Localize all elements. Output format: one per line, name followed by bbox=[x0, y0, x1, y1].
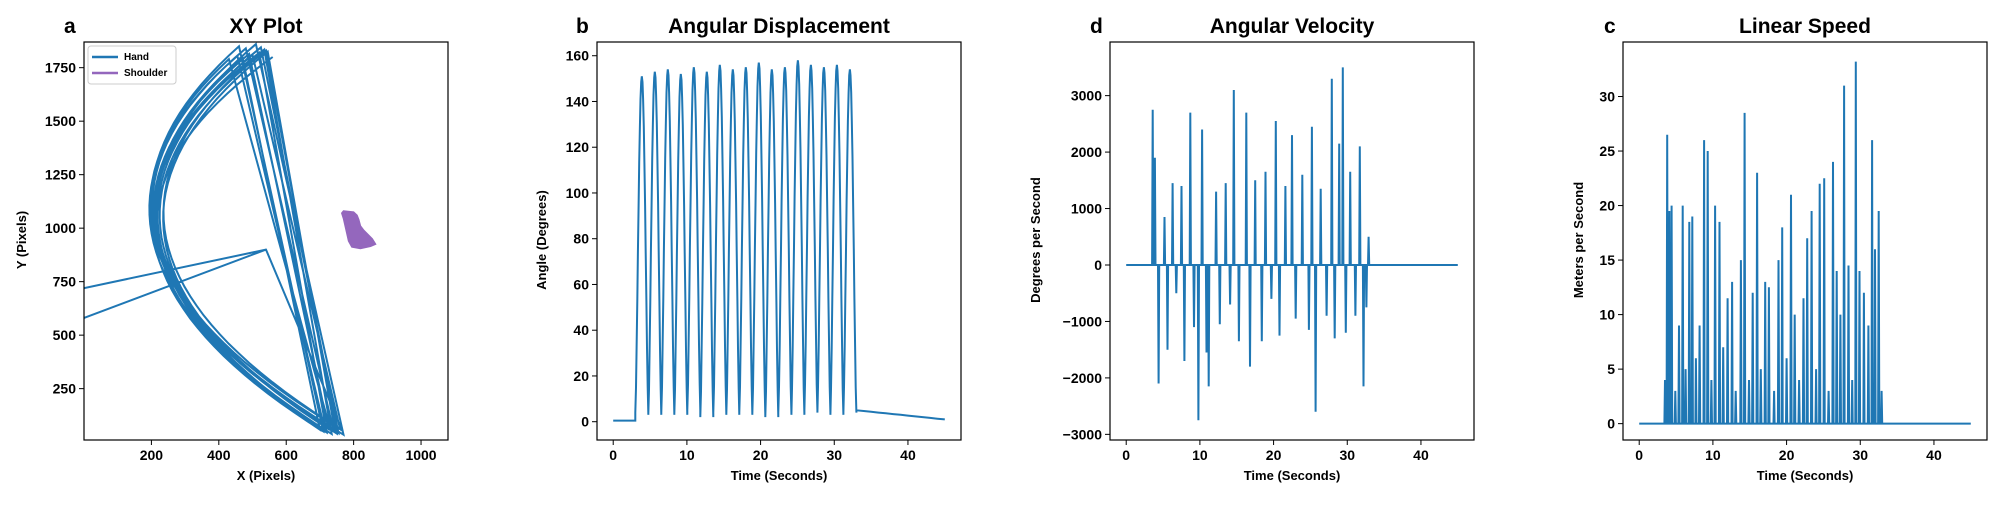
panel-letter: a bbox=[64, 15, 76, 38]
legend-box bbox=[87, 45, 177, 85]
y-tick-label: 0 bbox=[1607, 416, 1615, 432]
axes-frame bbox=[83, 41, 449, 441]
x-tick-label: 30 bbox=[1339, 447, 1355, 463]
panel-letter: d bbox=[1090, 15, 1103, 38]
legend: Hand Shoulder bbox=[87, 45, 177, 85]
y-tick-label: 0 bbox=[1094, 257, 1102, 273]
y-tick-label: 1250 bbox=[45, 167, 76, 183]
y-tick-label: 20 bbox=[573, 368, 589, 384]
y-tick-label: 0 bbox=[581, 414, 589, 430]
panel-xy-plot: a XY Plot X (Pixels) Y (Pixels) 200 400 60… bbox=[14, 15, 449, 483]
y-tick-label: 2000 bbox=[1071, 144, 1102, 160]
x-tick-label: 0 bbox=[609, 447, 617, 463]
y-tick-label: 40 bbox=[573, 322, 589, 338]
x-tick-label: 200 bbox=[140, 447, 164, 463]
x-tick-label: 30 bbox=[826, 447, 842, 463]
panel-letter: c bbox=[1604, 15, 1616, 38]
x-tick-label: 40 bbox=[1926, 447, 1942, 463]
y-tick-label: 1500 bbox=[45, 113, 76, 129]
y-tick-label: −1000 bbox=[1063, 313, 1103, 329]
y-tick-label: −2000 bbox=[1063, 370, 1103, 386]
y-tick-label: 30 bbox=[1599, 89, 1615, 105]
y-tick-label: 25 bbox=[1599, 143, 1615, 159]
y-tick-label: 10 bbox=[1599, 307, 1615, 323]
y-tick-label: −3000 bbox=[1063, 426, 1103, 442]
y-tick-label: 1000 bbox=[1071, 201, 1102, 217]
plot-area: 0 10 20 30 40 0 5 10 15 20 25 30 bbox=[1599, 41, 1988, 463]
x-tick-label: 1000 bbox=[405, 447, 436, 463]
plot-area: 0 10 20 30 40 0 20 40 60 80 100 120 140 160 bbox=[566, 41, 962, 463]
y-tick-label: 1750 bbox=[45, 60, 76, 76]
y-tick-label: 15 bbox=[1599, 252, 1615, 268]
panel-linear-speed: c Linear Speed Time (Seconds) Meters per… bbox=[1571, 15, 1988, 483]
y-tick-label: 120 bbox=[566, 139, 590, 155]
y-tick-label: 5 bbox=[1607, 361, 1615, 377]
x-tick-label: 40 bbox=[900, 447, 916, 463]
y-axis-label: Angle (Degrees) bbox=[534, 190, 549, 290]
plot-area: 0 10 20 30 40 −3000 −2000 −1000 0 1000 2000 3000 bbox=[1063, 41, 1475, 463]
chart-title: Linear Speed bbox=[1739, 15, 1871, 38]
x-axis-label: X (Pixels) bbox=[237, 468, 296, 483]
axes-frame bbox=[1622, 41, 1988, 441]
x-tick-label: 10 bbox=[679, 447, 695, 463]
y-tick-label: 160 bbox=[566, 48, 590, 64]
chart-title: Angular Displacement bbox=[668, 15, 890, 38]
panel-letter: b bbox=[576, 15, 589, 38]
x-tick-label: 20 bbox=[753, 447, 769, 463]
y-axis-label: Meters per Second bbox=[1571, 182, 1586, 298]
plot-area: 200 400 600 800 1000 250 500 750 1000 1250 1500 175… bbox=[45, 41, 449, 463]
x-tick-label: 0 bbox=[1122, 447, 1130, 463]
y-tick-label: 140 bbox=[566, 93, 590, 109]
x-tick-label: 40 bbox=[1413, 447, 1429, 463]
x-tick-label: 600 bbox=[275, 447, 299, 463]
y-tick-label: 80 bbox=[573, 231, 589, 247]
x-tick-label: 400 bbox=[207, 447, 231, 463]
series-hand-line bbox=[84, 42, 345, 437]
series-angle-line bbox=[613, 60, 945, 422]
panel-angular-velocity: d Angular Velocity Time (Seconds) Degree… bbox=[1028, 15, 1475, 483]
y-tick-label: 3000 bbox=[1071, 88, 1102, 104]
y-tick-label: 750 bbox=[53, 274, 77, 290]
y-tick-label: 1000 bbox=[45, 220, 76, 236]
y-axis-label: Degrees per Second bbox=[1028, 177, 1043, 303]
series-signal-line bbox=[1126, 67, 1458, 421]
x-axis-label: Time (Seconds) bbox=[1244, 468, 1341, 483]
legend-entry-shoulder: Shoulder bbox=[124, 68, 167, 79]
panel-angular-displacement: b Angular Displacement Time (Seconds) An… bbox=[534, 15, 962, 483]
x-tick-label: 20 bbox=[1779, 447, 1795, 463]
axes-frame bbox=[596, 41, 962, 441]
y-tick-label: 20 bbox=[1599, 198, 1615, 214]
x-tick-label: 800 bbox=[342, 447, 366, 463]
x-tick-label: 30 bbox=[1852, 447, 1868, 463]
x-tick-label: 10 bbox=[1192, 447, 1208, 463]
x-axis-label: Time (Seconds) bbox=[731, 468, 828, 483]
y-tick-label: 250 bbox=[53, 381, 77, 397]
series-signal-line bbox=[1639, 61, 1971, 425]
y-tick-label: 100 bbox=[566, 185, 590, 201]
axes-frame bbox=[1109, 41, 1475, 441]
y-axis-label: Y (Pixels) bbox=[14, 211, 29, 269]
x-tick-label: 10 bbox=[1705, 447, 1721, 463]
chart-title: Angular Velocity bbox=[1210, 15, 1375, 38]
y-tick-label: 60 bbox=[573, 276, 589, 292]
x-tick-label: 20 bbox=[1266, 447, 1282, 463]
chart-title: XY Plot bbox=[229, 15, 302, 38]
y-tick-label: 500 bbox=[53, 327, 77, 343]
x-axis-label: Time (Seconds) bbox=[1757, 468, 1854, 483]
series-shoulder-shape bbox=[340, 210, 377, 250]
legend-entry-hand: Hand bbox=[124, 52, 149, 63]
x-tick-label: 0 bbox=[1635, 447, 1643, 463]
